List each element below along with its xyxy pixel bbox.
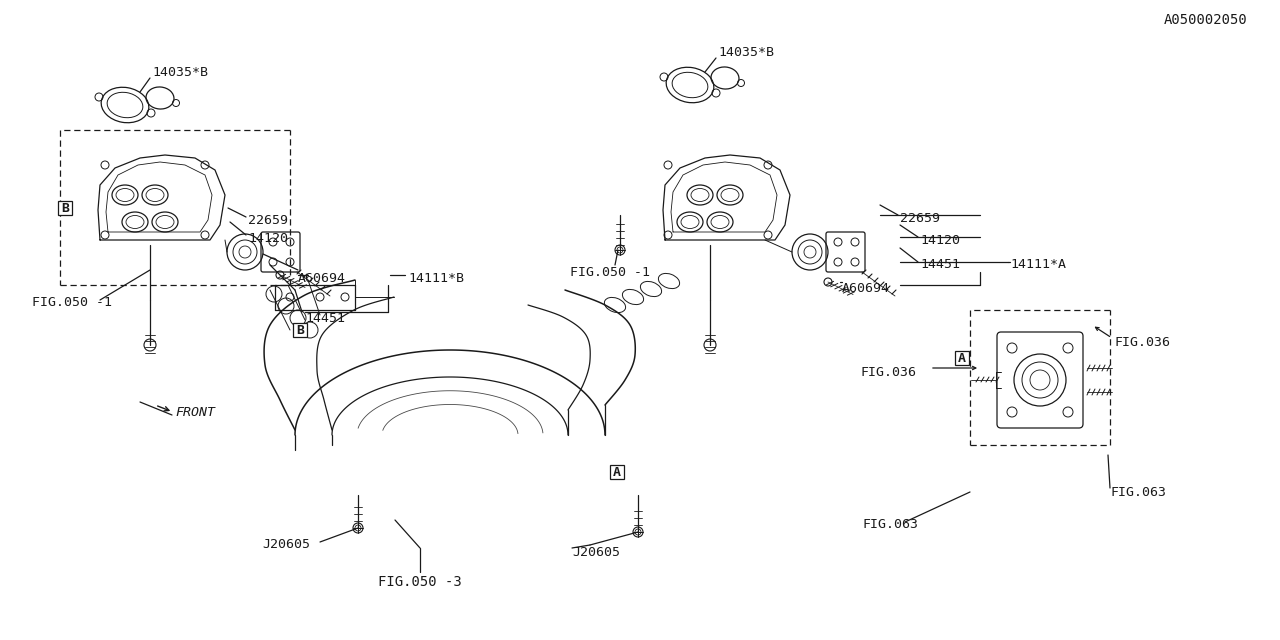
Text: 14111*B: 14111*B (408, 271, 465, 285)
Text: 14111*A: 14111*A (1010, 259, 1066, 271)
Text: FIG.050 -3: FIG.050 -3 (378, 575, 462, 589)
Text: FRONT: FRONT (175, 406, 215, 419)
Text: FIG.050 -1: FIG.050 -1 (570, 266, 650, 278)
Text: 14120: 14120 (920, 234, 960, 246)
Bar (293, 323, 307, 337)
Text: 14451: 14451 (920, 259, 960, 271)
Text: 22659: 22659 (248, 214, 288, 227)
Text: J20605: J20605 (572, 545, 620, 559)
Text: B: B (61, 202, 69, 214)
Text: A: A (957, 351, 966, 365)
Bar (955, 351, 969, 365)
Text: FIG.063: FIG.063 (1110, 486, 1166, 499)
Text: 22659: 22659 (900, 211, 940, 225)
Text: A: A (613, 465, 621, 479)
Text: 14120: 14120 (248, 232, 288, 244)
Text: 14035*B: 14035*B (718, 45, 774, 58)
Text: FIG.050 -1: FIG.050 -1 (32, 296, 113, 308)
Text: 14451: 14451 (305, 312, 346, 324)
Text: A60694: A60694 (298, 271, 346, 285)
Text: FIG.036: FIG.036 (1115, 335, 1171, 349)
Text: FIG.036: FIG.036 (860, 365, 916, 378)
Text: A050002050: A050002050 (1165, 13, 1248, 27)
Text: J20605: J20605 (262, 538, 310, 552)
Text: B: B (296, 323, 305, 337)
Bar (58, 201, 72, 215)
Text: 14035*B: 14035*B (152, 65, 207, 79)
Text: A60694: A60694 (842, 282, 890, 294)
Bar (611, 465, 625, 479)
Text: FIG.063: FIG.063 (861, 518, 918, 531)
